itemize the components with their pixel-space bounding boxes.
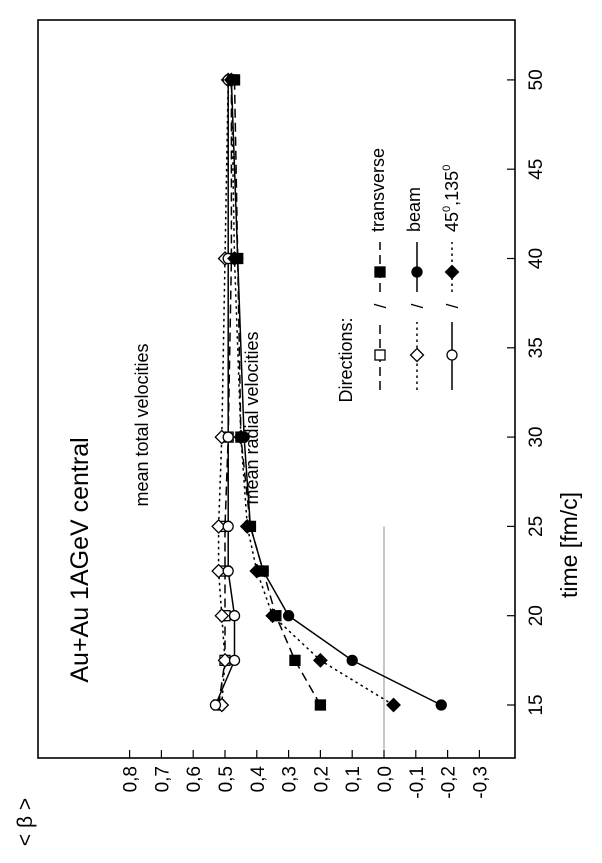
legend-label-beam: beam xyxy=(404,187,424,232)
data-point-radial-5 xyxy=(233,429,249,445)
y-tick-label: 0,5 xyxy=(216,766,237,792)
legend-label-transverse: transverse xyxy=(368,148,388,232)
text-layer: Au+Au 1AGeV central mean total velocities… xyxy=(66,331,262,682)
series-line-total-0 xyxy=(217,79,233,706)
x-tick-label: 45 xyxy=(526,159,547,180)
axes-layer: 0,8 0,7 0,6 0,5 0,4 0,3 0,2 0,1 0,0 -0,1 -0,2 -0,3 1… xyxy=(14,19,582,846)
x-tick-label: 50 xyxy=(526,69,547,90)
legend-separator-2: / xyxy=(443,303,462,308)
x-tick-label: 40 xyxy=(526,248,547,269)
legend-label-diagonal: 450,1350 xyxy=(441,165,462,232)
data-point-radial-4 xyxy=(282,610,295,622)
y-tick-label: 0,0 xyxy=(375,766,396,792)
legend-marker-open-2 xyxy=(446,349,458,361)
series-line-radial-5 xyxy=(230,79,394,706)
x-tick-label: 30 xyxy=(526,427,547,448)
data-point-radial-5 xyxy=(239,518,255,534)
data-point-radial-3 xyxy=(289,654,301,666)
y-tick-label: -0,2 xyxy=(439,766,460,799)
legend-label-part: 45 xyxy=(442,212,462,232)
data-point-radial-3 xyxy=(314,699,327,711)
y-axis-label: < β > xyxy=(14,798,37,846)
y-tick-label: 0,8 xyxy=(121,766,142,792)
y-tick-label: 0,7 xyxy=(152,766,173,792)
data-point-total-1 xyxy=(214,608,230,624)
legend-label-diagonal-text: 450,1350 xyxy=(441,165,462,232)
x-tick-label: 15 xyxy=(526,694,547,715)
y-tick-label: -0,1 xyxy=(407,766,428,799)
data-point-radial-5 xyxy=(265,608,281,624)
data-point-radial-4 xyxy=(435,699,447,711)
legend-separator-1: / xyxy=(408,303,427,308)
series-line-total-2 xyxy=(214,79,236,706)
legend-marker-open-0 xyxy=(374,349,386,361)
data-point-total-2 xyxy=(222,520,234,533)
data-point-total-2 xyxy=(209,699,222,711)
y-tick-label: 0,4 xyxy=(248,766,269,793)
data-point-total-2 xyxy=(222,431,234,443)
legend-marker-filled-1 xyxy=(411,266,423,278)
data-point-total-2 xyxy=(228,610,241,622)
legend-title: Directions: xyxy=(336,317,356,402)
legend-label-superscript: 0 xyxy=(441,206,453,212)
data-point-total-2 xyxy=(228,654,241,666)
data-point-radial-4 xyxy=(346,654,358,666)
series-line-radial-4 xyxy=(230,79,442,706)
y-tick-label: 0,1 xyxy=(343,766,364,792)
data-point-radial-5 xyxy=(227,251,242,266)
annotation-total: mean total velocities xyxy=(132,343,152,506)
y-tick-label: 0,2 xyxy=(311,766,332,792)
legend-marker-open-1 xyxy=(409,347,425,363)
legend-marker-filled-0 xyxy=(374,266,386,278)
legend-marker-filled-2 xyxy=(444,264,460,280)
annotation-radial: mean radial velocities xyxy=(242,331,262,504)
chart-title: Au+Au 1AGeV central xyxy=(66,437,94,682)
series-layer xyxy=(209,72,447,713)
series-line-total-1 xyxy=(217,79,229,706)
legend-label-part: ,135 xyxy=(442,171,462,206)
y-tick-label: 0,3 xyxy=(280,766,301,792)
x-tick-label: 35 xyxy=(526,337,547,358)
x-tick-label: 20 xyxy=(526,605,547,626)
x-tick-label: 25 xyxy=(526,516,547,537)
plot-frame xyxy=(37,19,516,759)
data-point-radial-5 xyxy=(223,72,239,88)
data-point-radial-5 xyxy=(249,563,265,579)
legend-separator-0: / xyxy=(371,303,390,308)
data-point-total-2 xyxy=(222,565,234,577)
y-tick-label: 0,6 xyxy=(184,766,205,792)
x-axis-label: time [fm/c] xyxy=(556,492,582,598)
y-tick-label: -0,3 xyxy=(470,766,491,799)
data-point-radial-5 xyxy=(312,652,328,668)
legend-layer: Directions:///transverse beam 450,1350 xyxy=(336,148,462,403)
data-point-radial-5 xyxy=(386,697,401,713)
legend-label-superscript: 0 xyxy=(441,165,453,171)
